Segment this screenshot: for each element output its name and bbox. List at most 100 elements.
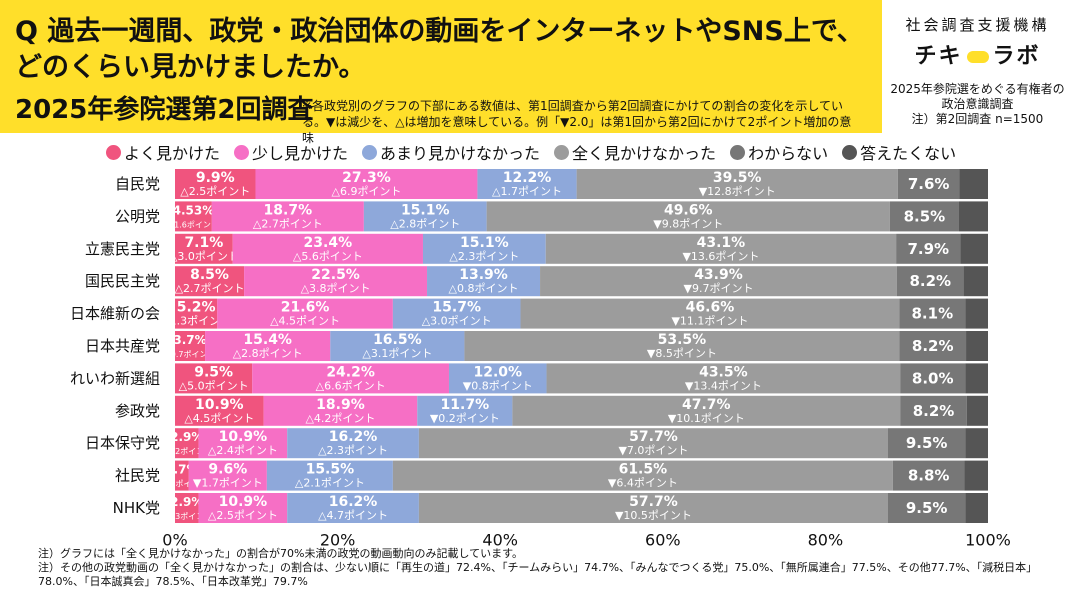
change-label: △2.3ポイント [449,250,519,263]
change-label: △2.7ポイント [253,217,323,230]
data-label: 39.5% [713,170,762,186]
data-label: 43.5% [699,364,748,380]
data-label: 11.7% [441,397,490,413]
data-label: 43.1% [697,235,746,251]
bar-segment [175,428,199,459]
data-label: 61.5% [619,462,668,478]
category-label: NHK党 [113,499,160,517]
data-label: 9.5% [194,364,233,380]
change-label: △4.7ポイント [318,509,388,522]
x-tick-label: 0% [162,530,187,549]
bar-segment [255,169,478,199]
bar-segment [888,428,966,459]
category-label: 自民党 [115,175,160,193]
category-label: 社民党 [115,467,160,485]
bar-segment [263,395,418,426]
bar-segment [540,266,897,297]
category-label: 参政党 [115,402,160,420]
change-label: ▼12.8ポイント [699,185,776,198]
bar-segment [175,266,245,297]
data-label: 22.5% [311,267,360,283]
change-label: △2.7ポイント [175,282,245,295]
bar-segment [477,169,577,199]
change-label: △2.1ポイント [295,477,365,490]
bar-segment [448,363,547,394]
data-label: 3.7% [173,333,206,347]
legend-item-1: 少し見かけた [234,140,348,164]
bar-segment [205,331,331,361]
change-label: △4.2ポイント [305,412,375,425]
bar-segment [175,331,206,361]
bar-segment [175,493,199,523]
bar-segment [546,363,901,394]
bar-segment [287,493,419,523]
bar-segment [889,201,959,232]
change-label: ▼0.2ポイント [430,412,500,425]
legend-item-2: あまり見かけなかった [362,140,540,164]
change-label: △6.6ポイント [316,379,386,392]
data-label: 5.2% [177,300,216,316]
bar-segment [897,169,960,199]
data-label: 7.6% [908,175,950,193]
category-label: 日本共産党 [85,337,160,355]
data-label: 10.9% [195,397,244,413]
data-label: 8.2% [912,337,954,355]
legend-dot-icon [362,144,378,160]
bar-segment [175,201,212,232]
bar-segment [899,331,967,361]
survey-subtitle: 2025年参院選第2回調査 [15,95,314,125]
data-label: 8.2% [909,272,951,290]
change-label: △5.0ポイント [179,379,249,392]
data-label: 2.9% [170,430,203,444]
data-label: 16.5% [373,332,422,348]
bar-segment [198,428,288,459]
legend-item-4: わからない [730,140,828,164]
data-label: 13.9% [459,267,508,283]
legend-label: わからない [748,144,829,163]
data-label: 57.7% [629,494,678,510]
category-label: 日本保守党 [85,434,160,452]
bar-segment [896,266,964,297]
bar-segment [330,331,465,361]
change-label: △4.5ポイント [184,412,254,425]
data-label: 9.9% [196,170,235,186]
bar-segment [198,493,288,523]
survey-info: 2025年参院選をめぐる有権者の 政治意識調査 注）第2回調査 n=1500 [885,82,1070,127]
data-label: 7.1% [184,235,223,251]
legend-label: あまり見かけなかった [380,144,541,163]
change-label: △5.6ポイント [293,250,363,263]
org-name: 社会調査支援機構 [905,16,1050,34]
legend-item-5: 答えたくない [842,140,956,164]
x-tick-label: 80% [808,530,844,549]
data-label: 21.6% [281,300,330,316]
bar-segment [964,460,988,491]
bar-segment [392,298,521,329]
bar-segment [486,201,890,232]
category-label: れいわ新選組 [70,369,160,387]
data-label: 15.5% [306,462,355,478]
bar-segment [211,201,364,232]
bar-segment [175,233,233,264]
change-label: ▼6.4ポイント [608,477,678,490]
legend-dot-icon [106,144,121,160]
survey-info-line1: 2025年参院選をめぐる有権者の [890,82,1065,96]
data-label: 16.2% [329,494,378,510]
category-label: 公明党 [115,207,160,225]
bar-segment [427,266,541,297]
data-label: 15.4% [243,332,292,348]
data-label: 8.2% [913,402,955,420]
footnote-2: 注）その他の政党動画の「全く見かけなかった」の割合は、少ない順に「再生の道」72… [38,561,1038,574]
header-band [0,0,882,133]
change-label: △3.0ポイント [169,250,239,263]
data-label: 43.9% [694,267,743,283]
category-label: 立憲民主党 [85,240,160,258]
data-label: 57.7% [629,429,678,445]
data-label: 2.9% [170,495,203,509]
legend-dot-icon [842,144,858,160]
bar-segment [175,395,264,426]
bar-segment [363,201,487,232]
change-label: ▼9.7ポイント [684,282,754,295]
logo-text-right: ラボ [992,44,1041,69]
change-label: △3.0ポイント [422,315,492,328]
